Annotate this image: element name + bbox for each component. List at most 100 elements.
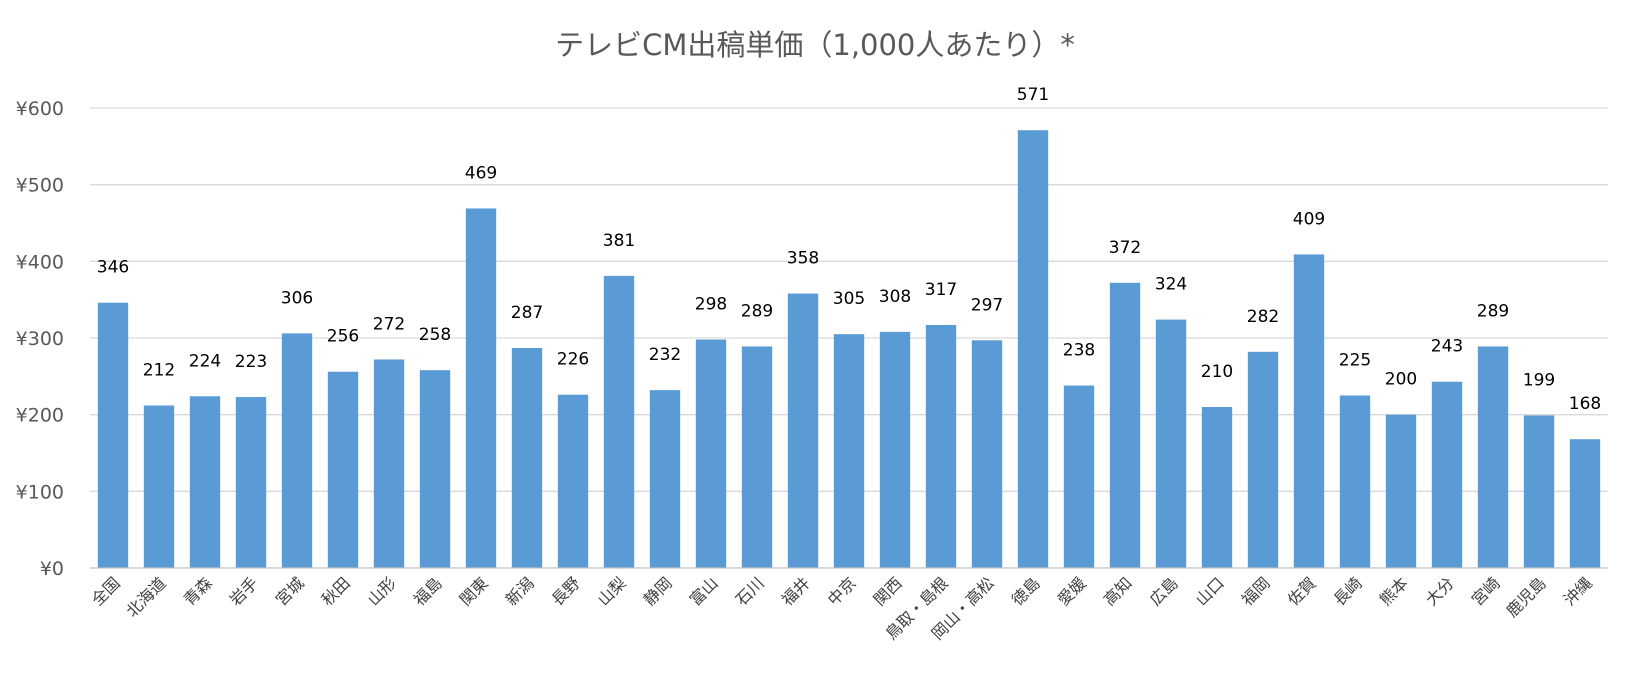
bar <box>603 275 635 568</box>
data-labels: 346 212 224 223 306 256 272 258 469 287 226 381 232 2… <box>97 85 1601 414</box>
bar <box>741 346 773 568</box>
data-label: 358 <box>787 249 819 269</box>
bar <box>511 347 543 568</box>
bar <box>971 340 1003 568</box>
bar <box>327 371 359 568</box>
data-label: 232 <box>649 345 681 365</box>
data-label: 243 <box>1431 337 1463 357</box>
bar <box>465 208 497 568</box>
data-label: 324 <box>1155 275 1187 295</box>
x-tick-label: 宮城 <box>272 573 308 609</box>
data-label: 226 <box>557 350 589 370</box>
bar <box>879 331 911 568</box>
y-tick-label: ¥200 <box>16 405 64 427</box>
data-label: 289 <box>1477 301 1509 321</box>
x-tick-label: 沖縄 <box>1560 573 1596 609</box>
data-label: 287 <box>511 303 543 323</box>
bar <box>1293 254 1325 568</box>
x-tick-label: 山口 <box>1192 573 1228 609</box>
x-tick-label: 広島 <box>1146 573 1182 609</box>
x-tick-label: 石川 <box>732 573 768 609</box>
bar <box>557 394 589 568</box>
chart-title: テレビCM出稿単価（1,000人あたり）* <box>555 28 1075 62</box>
data-label: 317 <box>925 280 957 300</box>
x-tick-label: 北海道 <box>122 573 169 620</box>
x-tick-label: 富山 <box>686 573 722 609</box>
y-tick-label: ¥0 <box>40 558 64 580</box>
bar <box>1477 346 1509 568</box>
data-label: 571 <box>1017 85 1049 105</box>
x-tick-label: 大分 <box>1422 573 1458 609</box>
x-tick-label: 静岡 <box>640 573 676 609</box>
bar <box>1201 407 1233 568</box>
bar <box>373 359 405 568</box>
bar <box>1431 381 1463 568</box>
bar <box>189 396 221 568</box>
data-label: 409 <box>1293 209 1325 229</box>
data-label: 346 <box>97 258 129 278</box>
data-label: 306 <box>281 288 313 308</box>
data-label: 289 <box>741 301 773 321</box>
x-tick-label: 秋田 <box>318 573 354 609</box>
y-axis-tick-labels: ¥0 ¥100 ¥200 ¥300 ¥400 ¥500 ¥600 <box>16 98 64 580</box>
y-tick-label: ¥300 <box>16 328 64 350</box>
data-label: 256 <box>327 327 359 347</box>
bar <box>1017 130 1049 568</box>
x-tick-label: 宮崎 <box>1468 573 1504 609</box>
data-label: 199 <box>1523 370 1555 390</box>
data-label: 305 <box>833 289 865 309</box>
y-tick-label: ¥400 <box>16 251 64 273</box>
x-tick-label: 山形 <box>364 573 400 609</box>
bar <box>787 293 819 568</box>
data-label: 238 <box>1063 341 1095 361</box>
x-tick-label: 徳島 <box>1008 573 1044 609</box>
x-tick-label: 熊本 <box>1376 573 1412 609</box>
x-tick-label: 関西 <box>870 573 906 609</box>
x-tick-label: 長野 <box>548 573 584 609</box>
x-tick-label: 長崎 <box>1330 573 1366 609</box>
x-tick-label: 福島 <box>410 573 446 609</box>
data-label: 212 <box>143 360 175 380</box>
data-label: 372 <box>1109 238 1141 258</box>
data-label: 298 <box>695 295 727 315</box>
data-label: 225 <box>1339 351 1371 371</box>
x-tick-label: 中京 <box>824 573 860 609</box>
y-tick-label: ¥500 <box>16 175 64 197</box>
bar <box>1063 385 1095 568</box>
data-label: 200 <box>1385 370 1417 390</box>
x-tick-label: 全国 <box>88 573 124 609</box>
bar <box>695 339 727 568</box>
data-label: 381 <box>603 231 635 251</box>
bar <box>833 334 865 568</box>
bar <box>1109 282 1141 568</box>
bar <box>1523 415 1555 568</box>
y-tick-label: ¥600 <box>16 98 64 120</box>
bars <box>97 130 1601 568</box>
x-tick-label: 岩手 <box>226 573 262 609</box>
bar <box>649 390 681 568</box>
bar <box>419 370 451 568</box>
x-tick-label: 福井 <box>778 573 814 609</box>
x-tick-label: 鹿児島 <box>1502 573 1549 620</box>
data-label: 308 <box>879 287 911 307</box>
bar <box>1155 319 1187 568</box>
bar <box>1385 414 1417 568</box>
x-tick-label: 青森 <box>180 573 216 609</box>
data-label: 258 <box>419 325 451 345</box>
x-tick-label: 高知 <box>1100 573 1136 609</box>
data-label: 297 <box>971 295 1003 315</box>
x-tick-label: 関東 <box>456 573 492 609</box>
bar <box>281 333 313 568</box>
bar <box>1569 439 1601 568</box>
bar <box>1339 395 1371 568</box>
bar <box>97 302 129 568</box>
data-label: 272 <box>373 314 405 334</box>
data-label: 168 <box>1569 394 1601 414</box>
bar <box>925 324 957 568</box>
x-tick-label: 山梨 <box>594 573 630 609</box>
bar <box>1247 351 1279 568</box>
bar <box>235 397 267 568</box>
data-label: 224 <box>189 351 221 371</box>
